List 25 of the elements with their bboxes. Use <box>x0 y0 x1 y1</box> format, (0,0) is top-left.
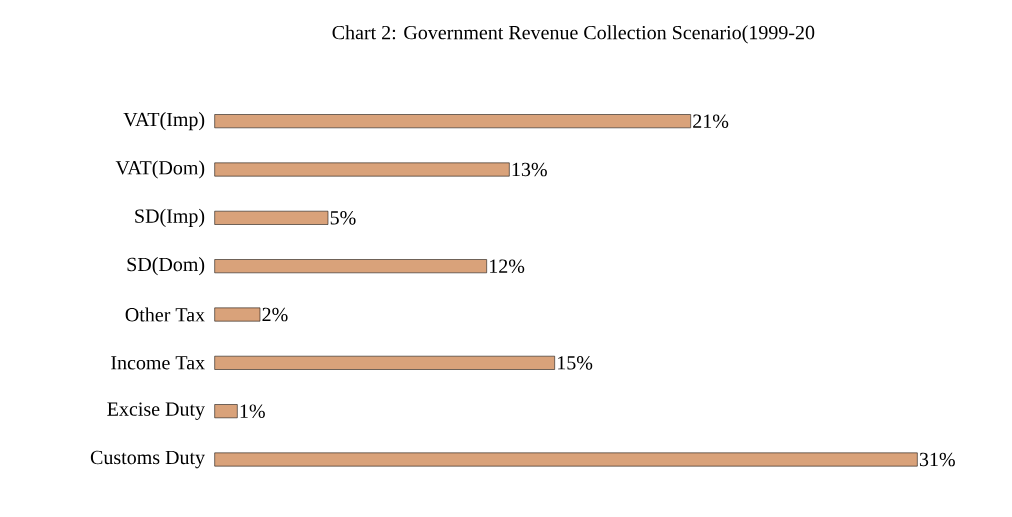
y-tick-label: Other Tax <box>125 307 205 322</box>
data-label: 15% <box>558 356 593 370</box>
y-tick-label: Excise Duty <box>107 402 205 420</box>
bar <box>214 210 329 225</box>
data-label: 13% <box>512 162 547 177</box>
bar <box>214 404 238 419</box>
y-tick-label: SD(Dom) <box>127 257 205 276</box>
data-label: 5% <box>330 211 356 225</box>
bar <box>214 452 918 467</box>
y-tick-label: VAT(Dom) <box>115 160 205 179</box>
y-tick-label: Income Tax <box>111 356 205 370</box>
data-label: 21% <box>693 114 729 128</box>
bar <box>214 114 691 129</box>
data-label: 1% <box>240 404 265 418</box>
bar <box>214 307 261 322</box>
y-tick-label: Customs Duty <box>90 450 205 469</box>
data-label: 12% <box>490 259 525 273</box>
y-tick-label: VAT(Imp) <box>123 112 205 131</box>
bar <box>214 162 510 177</box>
bar <box>214 355 555 370</box>
bar <box>214 259 487 274</box>
data-label: 31% <box>919 452 955 467</box>
chart-title: Chart 2: Government Revenue Collection Scenario(1999-20 <box>332 25 815 44</box>
data-label: 2% <box>262 307 288 322</box>
y-tick-label: SD(Imp) <box>135 208 205 227</box>
